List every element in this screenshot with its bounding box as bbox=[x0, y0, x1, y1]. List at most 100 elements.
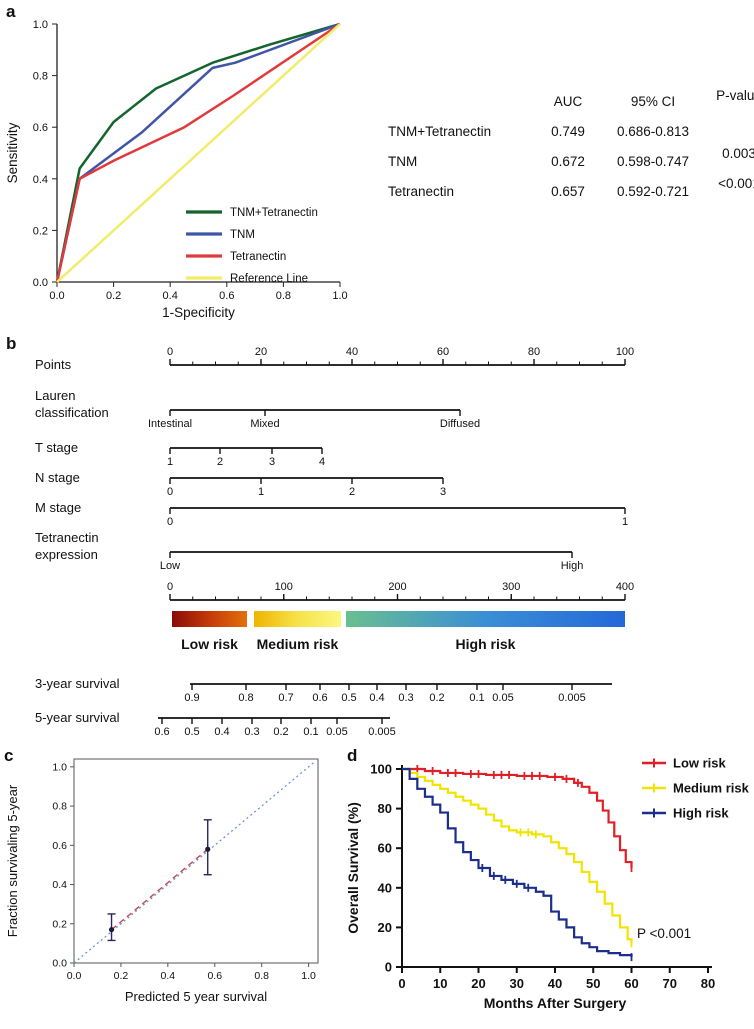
tick-label: 0.5 bbox=[341, 692, 356, 704]
risk-group-label: Medium risk bbox=[257, 636, 339, 652]
ci-value: 0.592-0.721 bbox=[616, 183, 690, 199]
risk-bar-Medium risk bbox=[254, 611, 341, 627]
calibration-chart: 0.0 0.2 0.4 0.6 0.8 1.0 0.0 0.2 0.4 0.6 0.8 1.0 Pred… bbox=[5, 758, 319, 1004]
tick-label: 60 bbox=[437, 346, 449, 358]
y-tick-label: 60 bbox=[378, 841, 392, 856]
roc-series-Tetranectin bbox=[55, 22, 341, 283]
roc-stats-table: AUC 95% CI P-value TNM+Tetranectin 0.749… bbox=[388, 86, 754, 206]
y-tick-label: 0.8 bbox=[33, 71, 48, 83]
risk-bar-Low risk bbox=[172, 611, 247, 627]
legend-label: TNM bbox=[230, 229, 255, 241]
roc-series-TNM+Tetranectin bbox=[55, 22, 341, 283]
tick-label: 100 bbox=[616, 346, 634, 358]
tick-label: 0.4 bbox=[214, 726, 229, 738]
row-label: N stage bbox=[35, 470, 80, 485]
data-point bbox=[205, 846, 211, 852]
y-tick-label: 0.4 bbox=[52, 879, 67, 891]
tick-label: 200 bbox=[388, 581, 406, 593]
x-tick-label: 0.8 bbox=[254, 970, 269, 982]
legend-label: Tetranectin bbox=[230, 251, 286, 263]
tick-label: Diffused bbox=[440, 418, 480, 430]
y-tick-label: 100 bbox=[370, 762, 392, 777]
tick-label: 80 bbox=[528, 346, 540, 358]
x-tick-label: 80 bbox=[701, 976, 715, 991]
risk-group-label: High risk bbox=[456, 636, 516, 652]
y-tick-label: 0.0 bbox=[33, 277, 48, 289]
tick-label: 0.8 bbox=[238, 692, 253, 704]
tick-label: Mixed bbox=[250, 418, 279, 430]
x-axis-label: 1-Specificity bbox=[162, 305, 235, 320]
x-tick-label: 0.2 bbox=[106, 290, 121, 302]
tick-label: 0.05 bbox=[326, 726, 347, 738]
panel-c-label: c bbox=[4, 746, 14, 765]
x-tick-label: 0.0 bbox=[49, 290, 64, 302]
tick-label: 0.6 bbox=[312, 692, 327, 704]
x-axis-label: Months After Surgery bbox=[484, 995, 627, 1011]
tick-label: 1 bbox=[622, 516, 628, 528]
reference-line bbox=[73, 760, 317, 964]
x-tick-label: 0.4 bbox=[161, 970, 176, 982]
tick-label: 0.5 bbox=[184, 726, 199, 738]
y-tick-label: 40 bbox=[378, 880, 392, 895]
table-header-auc: AUC bbox=[553, 93, 583, 109]
risk-bar-High risk bbox=[346, 611, 625, 627]
tick-label: 0.005 bbox=[368, 726, 396, 738]
y-tick-label: 20 bbox=[378, 920, 392, 935]
tick-label: 300 bbox=[502, 581, 520, 593]
tick-label: 0.9 bbox=[184, 692, 199, 704]
model-name: TNM bbox=[388, 153, 418, 169]
x-axis-label: Predicted 5 year survival bbox=[125, 989, 267, 1004]
panel-a-label: a bbox=[6, 2, 16, 21]
x-tick-label: 60 bbox=[624, 976, 638, 991]
tick-label: 20 bbox=[255, 346, 267, 358]
tick-label: 0.3 bbox=[398, 692, 413, 704]
x-tick-label: 50 bbox=[586, 976, 600, 991]
row-label: 5-year survival bbox=[35, 710, 120, 725]
p-value: 0.003 bbox=[722, 145, 754, 161]
auc-value: 0.657 bbox=[551, 183, 585, 199]
km-curve-High risk bbox=[402, 767, 633, 958]
tick-label: 0.4 bbox=[369, 692, 384, 704]
row-label: T stage bbox=[35, 440, 78, 455]
tick-label: 2 bbox=[349, 486, 355, 498]
x-tick-label: 1.0 bbox=[301, 970, 316, 982]
legend-label: Reference Line bbox=[230, 273, 308, 285]
tick-label: 0.3 bbox=[244, 726, 259, 738]
km-chart: 0 10 20 30 40 50 60 70 80 0 20 40 60 80 100 Months Afte… bbox=[345, 756, 750, 1012]
tick-label: 0.2 bbox=[273, 726, 288, 738]
x-tick-label: 0.4 bbox=[163, 290, 178, 302]
row-label: Points bbox=[35, 357, 72, 372]
roc-chart: 0.0 0.2 0.4 0.6 0.8 1.0 0.0 0.2 0.4 0.6 0.8 1.0 1-Sp… bbox=[5, 19, 348, 320]
x-tick-label: 0.2 bbox=[114, 970, 129, 982]
row-label: classification bbox=[35, 405, 109, 420]
km-curve-Medium risk bbox=[402, 767, 633, 944]
auc-value: 0.672 bbox=[551, 153, 585, 169]
p-value-annotation: P <0.001 bbox=[637, 926, 691, 941]
y-tick-label: 0.8 bbox=[52, 801, 67, 813]
data-point bbox=[108, 927, 115, 933]
row-label: expression bbox=[35, 547, 98, 562]
panel-b-label: b bbox=[6, 334, 17, 353]
auc-value: 0.749 bbox=[551, 123, 585, 139]
tick-label: 0.005 bbox=[558, 692, 586, 704]
tick-label: 0.7 bbox=[278, 692, 293, 704]
y-tick-label: 0.2 bbox=[33, 225, 48, 237]
ci-value: 0.686-0.813 bbox=[616, 123, 690, 139]
tick-label: 0.1 bbox=[469, 692, 484, 704]
tick-label: 0 bbox=[167, 346, 173, 358]
tick-label: 0 bbox=[167, 581, 173, 593]
x-tick-label: 10 bbox=[433, 976, 447, 991]
x-tick-label: 70 bbox=[663, 976, 677, 991]
y-tick-label: 0.0 bbox=[52, 958, 67, 970]
x-tick-label: 40 bbox=[548, 976, 562, 991]
y-tick-label: 0 bbox=[385, 960, 392, 975]
model-name: TNM+Tetranectin bbox=[388, 123, 492, 139]
tick-label: 4 bbox=[319, 456, 325, 468]
tick-label: 1 bbox=[167, 456, 173, 468]
x-tick-label: 0.6 bbox=[207, 970, 222, 982]
y-tick-label: 0.2 bbox=[52, 918, 67, 930]
km-curve-Low risk bbox=[402, 767, 633, 868]
model-name: Tetranectin bbox=[388, 183, 455, 199]
y-tick-label: 0.6 bbox=[33, 122, 48, 134]
